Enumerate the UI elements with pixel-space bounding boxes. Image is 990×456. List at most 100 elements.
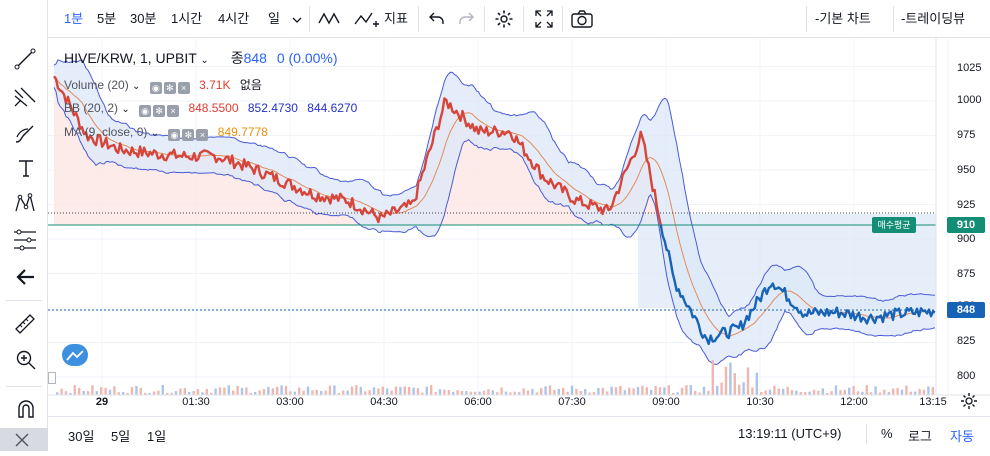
volume-close-icon[interactable]: × bbox=[177, 82, 190, 94]
scroll-left-icon[interactable] bbox=[48, 372, 56, 384]
indicators-icon[interactable] bbox=[354, 10, 380, 35]
volume-bar bbox=[438, 389, 442, 395]
volume-bar bbox=[795, 390, 798, 395]
volume-bar bbox=[570, 385, 574, 395]
volume-bar bbox=[64, 391, 68, 395]
volume-bar bbox=[412, 387, 415, 395]
ma-collapse-icon[interactable]: ⌄ bbox=[150, 128, 160, 139]
text-tool-icon[interactable] bbox=[17, 158, 35, 183]
volume-bar bbox=[311, 390, 314, 395]
volume-bar bbox=[526, 390, 530, 395]
fib-tool-icon[interactable] bbox=[13, 229, 37, 256]
interval-1d[interactable]: 일 bbox=[268, 11, 280, 26]
chart-settings-gear-icon[interactable] bbox=[960, 392, 978, 415]
volume-bar bbox=[918, 388, 921, 395]
bb-close-icon[interactable]: × bbox=[167, 105, 180, 117]
range-1d[interactable]: 1일 bbox=[147, 429, 167, 444]
fullscreen-icon[interactable] bbox=[534, 9, 554, 34]
volume-bar bbox=[689, 385, 692, 395]
volume-bar bbox=[421, 392, 424, 395]
volume-bar bbox=[566, 391, 569, 395]
bb-collapse-icon[interactable]: ⌄ bbox=[121, 104, 130, 115]
range-5d[interactable]: 5일 bbox=[111, 429, 131, 444]
symbol-legend: HIVE/KRW, 1, UPBIT ⌄ 종848 0 (0.00%) bbox=[64, 48, 338, 68]
basic-chart-button[interactable]: -기본 차트 bbox=[815, 11, 871, 26]
volume-bar bbox=[434, 392, 437, 395]
range-30d[interactable]: 30일 bbox=[68, 429, 95, 444]
trend-line-icon[interactable] bbox=[14, 48, 36, 75]
volume-bar bbox=[315, 389, 318, 395]
volume-bar bbox=[223, 387, 226, 395]
brush-icon[interactable] bbox=[14, 122, 36, 149]
ma-eye-icon[interactable]: ◉ bbox=[168, 129, 181, 141]
more-tools-button[interactable] bbox=[0, 428, 48, 451]
y-tick: 975 bbox=[957, 129, 976, 141]
ma-settings-icon[interactable]: ✻ bbox=[182, 129, 195, 141]
volume-bar bbox=[716, 385, 719, 395]
volume-bar bbox=[333, 385, 336, 395]
volume-bar bbox=[179, 388, 182, 395]
volume-bar bbox=[812, 389, 816, 395]
volume-bar bbox=[302, 390, 305, 395]
bb-name[interactable]: BB (20, 2) bbox=[64, 101, 119, 115]
interval-1m[interactable]: 1분 bbox=[64, 11, 84, 26]
pitchfork-icon[interactable] bbox=[13, 86, 37, 113]
redo-icon[interactable] bbox=[458, 11, 474, 30]
bb-eye-icon[interactable]: ◉ bbox=[139, 105, 152, 117]
volume-bar bbox=[742, 382, 745, 395]
volume-bar bbox=[848, 387, 851, 395]
price-chart[interactable] bbox=[48, 38, 990, 416]
volume-bar bbox=[509, 392, 512, 395]
drawing-toolbar bbox=[0, 0, 48, 451]
volume-bar bbox=[900, 389, 904, 395]
volume-bar bbox=[826, 393, 829, 395]
ma-name[interactable]: MA (9, close, 0) bbox=[64, 125, 148, 139]
volume-bar bbox=[680, 387, 684, 395]
volume-bar bbox=[588, 392, 591, 395]
volume-bar bbox=[161, 385, 164, 395]
volume-bar bbox=[531, 388, 534, 395]
volume-bar bbox=[289, 391, 292, 395]
volume-collapse-icon[interactable]: ⌄ bbox=[132, 81, 141, 92]
percent-toggle[interactable]: % bbox=[881, 426, 893, 441]
bb-settings-icon[interactable]: ✻ bbox=[153, 105, 166, 117]
magnet-icon[interactable] bbox=[16, 399, 36, 424]
settings-gear-icon[interactable] bbox=[494, 9, 514, 34]
symbol-dropdown-icon[interactable]: ⌄ bbox=[200, 55, 209, 66]
interval-1h[interactable]: 1시간 bbox=[171, 11, 203, 26]
pattern-icon[interactable] bbox=[14, 192, 36, 220]
y-tick: 925 bbox=[957, 199, 976, 211]
back-arrow-icon[interactable] bbox=[16, 268, 36, 291]
volume-bar bbox=[386, 388, 389, 395]
volume-bar bbox=[694, 390, 697, 395]
interval-30m[interactable]: 30분 bbox=[130, 11, 157, 26]
volume-bar bbox=[768, 389, 772, 395]
volume-bar bbox=[861, 391, 864, 395]
log-toggle[interactable]: 로그 bbox=[908, 429, 932, 444]
volume-bar bbox=[685, 385, 688, 395]
symbol-title[interactable]: HIVE/KRW, 1, UPBIT bbox=[64, 50, 197, 66]
chart-style-icon[interactable] bbox=[318, 10, 342, 33]
volume-bar bbox=[381, 386, 384, 395]
volume-settings-icon[interactable]: ✻ bbox=[163, 82, 176, 94]
tradingview-button[interactable]: -트레이딩뷰 bbox=[901, 11, 966, 26]
volume-name[interactable]: Volume (20) bbox=[64, 78, 129, 92]
interval-5m[interactable]: 5분 bbox=[97, 11, 117, 26]
auto-toggle[interactable]: 자동 bbox=[950, 429, 974, 444]
volume-bar bbox=[654, 386, 657, 395]
ruler-icon[interactable] bbox=[14, 313, 36, 340]
volume-bar bbox=[210, 392, 213, 395]
interval-dropdown-icon[interactable] bbox=[292, 12, 302, 30]
volume-bar bbox=[720, 382, 723, 395]
indicators-button[interactable]: 지표 bbox=[384, 11, 408, 26]
interval-4h[interactable]: 4시간 bbox=[218, 11, 250, 26]
zoom-in-icon[interactable] bbox=[15, 349, 37, 376]
volume-eye-icon[interactable]: ◉ bbox=[149, 82, 162, 94]
volume-bar bbox=[597, 387, 600, 395]
ma-close-icon[interactable]: × bbox=[196, 129, 209, 141]
undo-icon[interactable] bbox=[429, 11, 445, 30]
volume-bar bbox=[663, 387, 666, 395]
volume-bar bbox=[258, 390, 261, 395]
volume-bar bbox=[188, 392, 191, 395]
camera-icon[interactable] bbox=[571, 9, 593, 34]
